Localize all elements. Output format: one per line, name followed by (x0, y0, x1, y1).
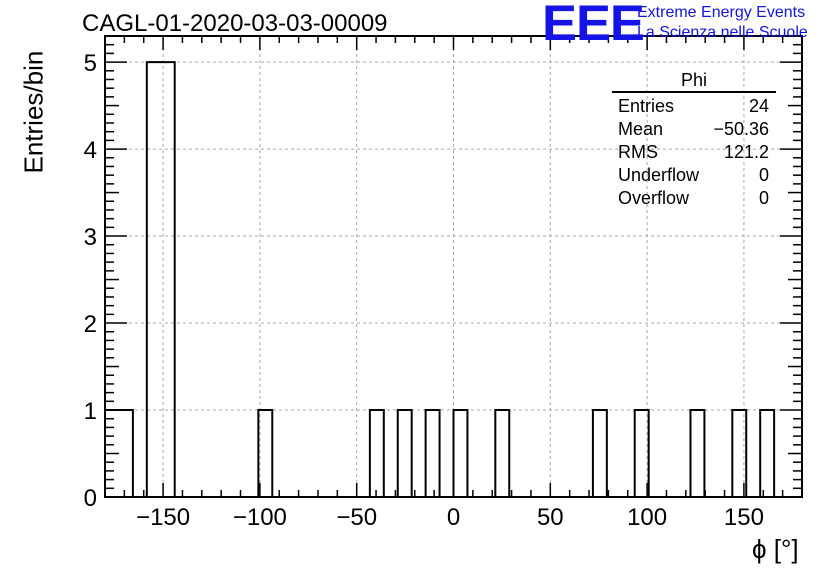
y-tick-label: 0 (84, 485, 97, 512)
y-tick-label: 4 (84, 137, 97, 164)
stats-label: RMS (618, 142, 658, 162)
x-tick-label: 50 (537, 504, 564, 531)
chart-title: CAGL-01-2020-03-03-00009 (82, 10, 388, 37)
x-tick-label: −50 (336, 504, 377, 531)
y-tick-label: 5 (84, 50, 97, 77)
histogram-bar (368, 409, 385, 497)
stats-value: −50.36 (713, 119, 769, 139)
y-tick-label: 3 (84, 224, 97, 251)
stats-row-overflow: Overflow 0 (612, 187, 776, 210)
histogram-bar (689, 409, 706, 497)
x-tick-label: −100 (233, 504, 287, 531)
histogram-bar (424, 409, 441, 497)
histogram-bar (731, 409, 748, 497)
x-tick-label: 0 (447, 504, 460, 531)
y-tick-label: 2 (84, 311, 97, 338)
stats-value: 24 (748, 96, 769, 116)
stats-row-underflow: Underflow 0 (612, 164, 776, 187)
histogram-bar (396, 409, 413, 497)
logo-line-1: Extreme Energy Events (637, 4, 806, 21)
stats-label: Underflow (618, 165, 700, 185)
stats-value: 121.2 (723, 142, 769, 162)
histogram-bar (633, 409, 650, 497)
x-tick-label: 150 (724, 504, 764, 531)
stats-row-entries: Entries 24 (612, 95, 776, 118)
y-tick-label: 1 (84, 398, 97, 425)
stats-label: Mean (618, 119, 664, 139)
histogram-bar (452, 409, 469, 497)
stats-label: Overflow (618, 188, 690, 208)
x-axis-label: ϕ [°] (752, 534, 799, 564)
histogram-bar (145, 61, 176, 497)
histogram-bar (591, 409, 608, 497)
x-tick-label: 100 (627, 504, 667, 531)
y-axis-label: Entries/bin (18, 50, 49, 174)
stats-value: 0 (758, 165, 769, 185)
stats-box: Phi Entries 24 Mean −50.36 RMS 121.2 Und… (612, 70, 776, 210)
logo-text: Extreme Energy Events La Scienza nelle S… (637, 3, 808, 43)
logo-line-2: La Scienza nelle Scuole (637, 24, 808, 41)
stats-row-rms: RMS 121.2 (612, 141, 776, 164)
eee-logo: EEE (542, 0, 645, 51)
stats-value: 0 (758, 188, 769, 208)
histogram-bar (494, 409, 511, 497)
histogram-bar (257, 409, 274, 497)
histogram-bar (759, 409, 776, 497)
stats-row-mean: Mean −50.36 (612, 118, 776, 141)
stats-label: Entries (618, 96, 675, 116)
stats-title: Phi (612, 70, 776, 93)
x-tick-label: −150 (136, 504, 190, 531)
